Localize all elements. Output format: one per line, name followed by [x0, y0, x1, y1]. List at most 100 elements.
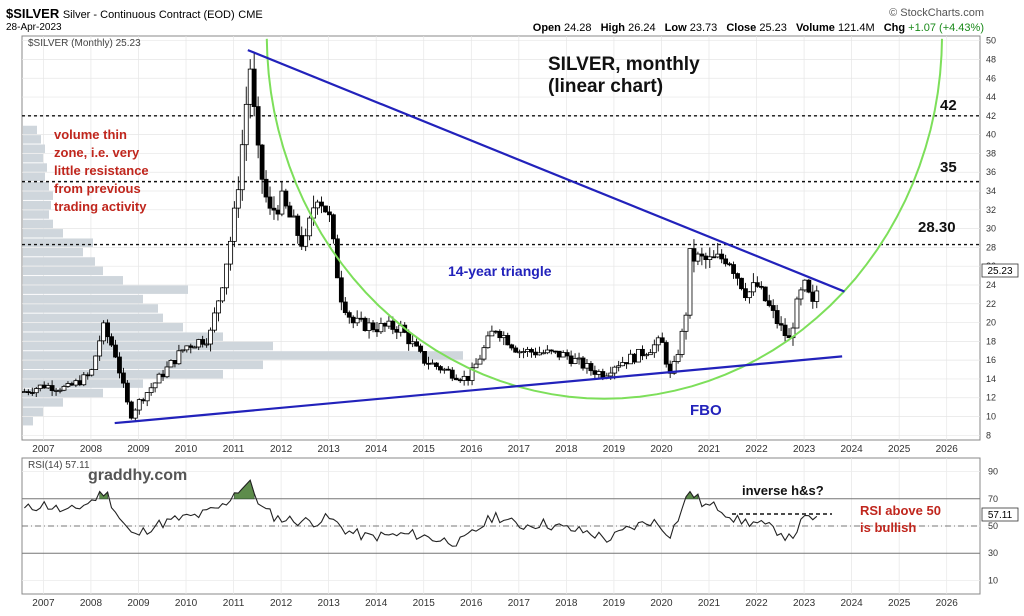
volume-bar-6	[23, 182, 49, 191]
price-tick-48: 48	[986, 54, 996, 64]
candle-body-109	[453, 377, 459, 381]
candle-body-139	[572, 358, 578, 364]
stockcharts-brand: © StockCharts.com	[889, 7, 984, 19]
rsi-xtick-2022: 2022	[745, 598, 768, 609]
rsi-xtick-2015: 2015	[413, 598, 436, 609]
price-xtick-2010: 2010	[175, 444, 198, 455]
candle-body-176	[719, 253, 725, 260]
candle-body-20	[101, 322, 107, 342]
candle-body-68	[291, 215, 297, 218]
candle-body-154	[632, 353, 637, 363]
price-xtick-2011: 2011	[223, 444, 245, 455]
candle-body-28	[132, 409, 138, 419]
price-xtick-2009: 2009	[127, 444, 150, 455]
candle-body-47	[208, 329, 213, 345]
candle-body-134	[552, 350, 558, 353]
candle-body-57	[247, 68, 253, 105]
price-tick-22: 22	[986, 299, 996, 309]
candle-body-26	[124, 382, 130, 403]
candle-body-113	[469, 367, 475, 381]
candle-body-136	[560, 352, 566, 358]
candle-body-71	[303, 235, 309, 247]
candle-body-46	[204, 343, 210, 346]
close-label: Close	[726, 22, 757, 34]
price-tick-24: 24	[986, 280, 996, 290]
rsi-xtick-2010: 2010	[175, 598, 198, 609]
candle-body-34	[156, 373, 162, 384]
volume-value: 121.4M	[837, 22, 875, 34]
rsi-xtick-2018: 2018	[555, 598, 578, 609]
price-tick-36: 36	[986, 167, 996, 177]
volume-bar-25	[23, 360, 263, 370]
candle-body-60	[259, 144, 265, 180]
candle-body-27	[128, 401, 134, 419]
rsi-tick-70: 70	[988, 494, 998, 504]
candle-body-148	[608, 372, 614, 377]
candle-body-127	[525, 349, 530, 352]
candle-body-199	[810, 291, 816, 302]
candle-body-191	[778, 323, 784, 326]
candle-body-11	[65, 383, 71, 387]
rsi-axis-labels: 10 30 50 70 90	[988, 467, 998, 586]
price-tick-16: 16	[986, 355, 996, 365]
candle-body-17	[89, 369, 95, 376]
price-xtick-2017: 2017	[508, 444, 531, 455]
candle-body-25	[121, 372, 126, 384]
candle-body-198	[806, 279, 812, 293]
high-label: High	[600, 22, 626, 34]
candle-body-8	[53, 389, 59, 392]
candle-body-2	[29, 392, 35, 394]
candle-body-14	[77, 380, 83, 386]
ohlc-readout: Open 24.28 High 26.24 Low 23.73 Close 25…	[533, 22, 984, 34]
candle-body-141	[580, 357, 586, 369]
candle-body-133	[548, 349, 554, 352]
candle-body-155	[636, 348, 641, 363]
candle-body-18	[93, 355, 99, 370]
candle-body-66	[283, 190, 289, 207]
volume-bar-0	[23, 125, 37, 135]
rounding-bottom-arc	[265, 38, 943, 400]
candle-body-51	[224, 263, 229, 289]
candle-body-15	[81, 374, 87, 386]
volume-bar-2	[23, 144, 45, 153]
candle-body-10	[61, 386, 67, 391]
low-label: Low	[664, 22, 687, 34]
candle-body-174	[711, 256, 717, 259]
price-xtick-2016: 2016	[460, 444, 483, 455]
volume-note-line-0: volume thin	[54, 127, 127, 142]
candle-body-190	[774, 310, 780, 324]
candle-body-180	[735, 273, 740, 279]
price-tick-34: 34	[986, 186, 996, 196]
candle-body-123	[509, 344, 515, 349]
candle-body-196	[798, 289, 804, 300]
price-tick-10: 10	[986, 412, 996, 422]
candle-body-24	[117, 356, 122, 374]
candle-body-165	[675, 354, 681, 362]
rsi-x-axis-labels: 2007 2008 2009 2010 2011 2012 2013 2014 2015 2016…	[32, 598, 958, 609]
candle-body-33	[152, 382, 158, 389]
candle-body-94	[394, 329, 400, 333]
rsi-xtick-2021: 2021	[698, 598, 721, 609]
candle-body-48	[212, 312, 217, 331]
candle-body-59	[255, 106, 261, 146]
level-label-42: 42	[940, 97, 957, 114]
price-last-badge	[981, 263, 1019, 278]
rsi-tick-50: 50	[988, 521, 998, 531]
candle-body-183	[747, 291, 752, 299]
candle-body-169	[691, 248, 697, 262]
candle-body-200	[814, 290, 820, 302]
volume-bar-29	[23, 398, 63, 407]
candle-body-108	[449, 369, 455, 379]
candle-body-55	[239, 144, 245, 191]
level-label-2830: 28.30	[918, 219, 956, 236]
candle-body-184	[750, 282, 756, 293]
candle-body-112	[465, 375, 471, 381]
price-xtick-2025: 2025	[888, 444, 911, 455]
volume-bar-24	[23, 351, 463, 360]
candle-body-100	[418, 345, 423, 352]
candle-body-143	[588, 363, 594, 372]
candle-body-164	[671, 361, 677, 374]
symbol-title: $SILVER Silver - Continuous Contract (EO…	[6, 6, 263, 21]
candle-body-80	[338, 277, 344, 303]
